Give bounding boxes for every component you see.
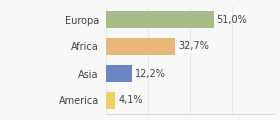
Text: 4,1%: 4,1% (118, 96, 143, 105)
Bar (106, 92, 115, 109)
Bar (106, 11, 213, 28)
Bar (106, 38, 175, 55)
Text: 51,0%: 51,0% (217, 15, 248, 24)
Text: 12,2%: 12,2% (135, 69, 166, 78)
Text: 32,7%: 32,7% (178, 42, 209, 51)
Bar (106, 65, 132, 82)
